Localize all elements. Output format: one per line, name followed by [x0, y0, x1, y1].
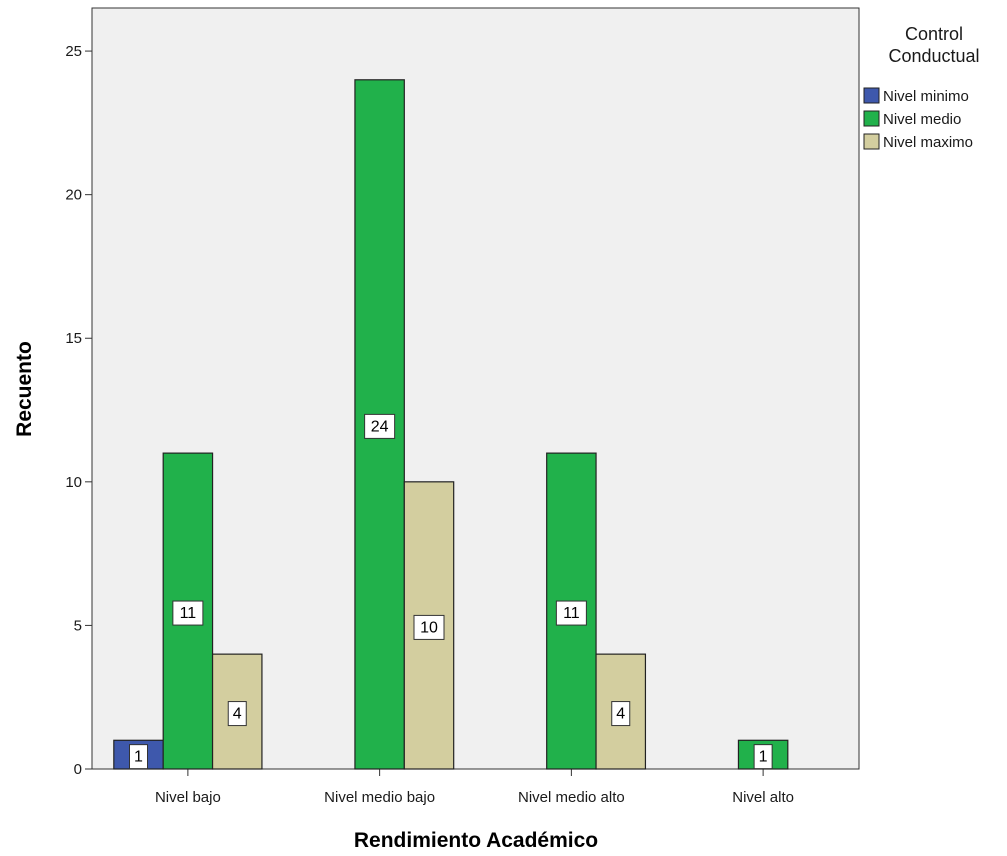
legend-label-nivel-minimo: Nivel minimo	[883, 88, 969, 105]
data-label-text: 24	[371, 418, 389, 435]
y-tick-label: 25	[65, 43, 82, 60]
data-label-box	[128, 744, 148, 770]
legend-label-nivel-medio: Nivel medio	[883, 111, 961, 128]
data-label-nivel-medio-bajo-nivel-maximo: 10	[413, 614, 445, 640]
legend-swatch-nivel-medio	[863, 110, 880, 127]
plot-area	[91, 7, 860, 770]
x-tick-label-nivel-medio-bajo: Nivel medio bajo	[324, 789, 435, 806]
data-label-box	[753, 744, 773, 770]
data-label-box	[555, 600, 587, 626]
data-label-text: 10	[420, 619, 438, 636]
y-tick-label: 5	[74, 617, 82, 634]
y-axis-title: Recuento	[13, 341, 36, 437]
data-label-text: 11	[563, 605, 580, 622]
y-tick-label: 10	[65, 474, 82, 491]
legend: Control Conductual Nivel minimo Nivel med…	[863, 24, 980, 151]
data-label-nivel-medio-alto-nivel-medio: 11	[555, 600, 587, 626]
data-label-text: 4	[233, 706, 242, 723]
data-label-nivel-medio-alto-nivel-maximo: 4	[611, 701, 631, 727]
y-axis: 0 5 10 15 20 25	[65, 43, 92, 778]
y-tick-label: 15	[65, 330, 82, 347]
legend-title-line-1: Control	[905, 24, 963, 44]
data-label-text: 1	[134, 749, 143, 766]
data-label-text: 4	[616, 706, 625, 723]
data-label-box	[364, 413, 396, 439]
y-tick-label: 0	[74, 761, 82, 778]
data-label-box	[611, 701, 631, 727]
data-label-nivel-bajo-nivel-minimo: 1	[128, 744, 148, 770]
legend-title-line-2: Conductual	[888, 46, 979, 66]
data-label-box	[413, 614, 445, 640]
x-tick-label-nivel-alto: Nivel alto	[732, 789, 794, 806]
data-label-nivel-medio-bajo-nivel-medio: 24	[364, 413, 396, 439]
x-axis-title: Rendimiento Académico	[354, 829, 598, 852]
x-tick-label-nivel-bajo: Nivel bajo	[155, 789, 221, 806]
legend-swatch-nivel-minimo	[863, 87, 880, 104]
data-label-nivel-bajo-nivel-maximo: 4	[227, 701, 247, 727]
x-axis: Nivel bajo Nivel medio bajo Nivel medio al…	[155, 769, 794, 806]
legend-label-nivel-maximo: Nivel maximo	[883, 134, 973, 151]
y-tick-label: 20	[65, 187, 82, 204]
data-label-text: 1	[759, 749, 768, 766]
x-tick-label-nivel-medio-alto: Nivel medio alto	[518, 789, 625, 806]
data-label-box	[227, 701, 247, 727]
data-label-box	[172, 600, 204, 626]
data-label-text: 11	[180, 605, 197, 622]
data-label-nivel-bajo-nivel-medio: 11	[172, 600, 204, 626]
data-label-nivel-alto-nivel-medio: 1	[753, 744, 773, 770]
legend-swatch-nivel-maximo	[863, 133, 880, 150]
